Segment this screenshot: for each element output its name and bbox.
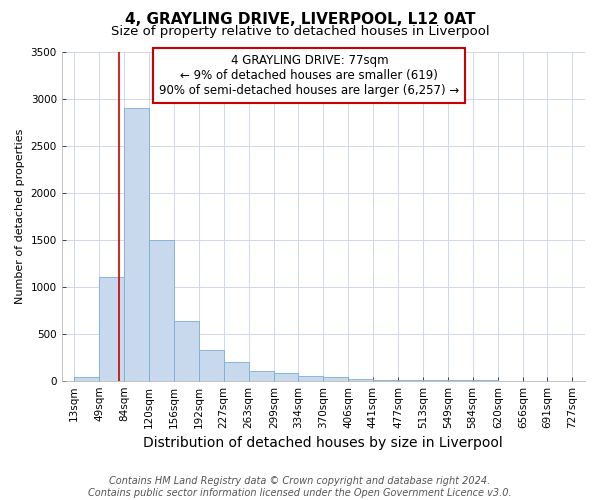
Bar [224, 362, 248, 380]
Bar [149, 240, 174, 380]
Y-axis label: Number of detached properties: Number of detached properties [15, 128, 25, 304]
X-axis label: Distribution of detached houses by size in Liverpool: Distribution of detached houses by size … [143, 436, 503, 450]
Bar [298, 376, 323, 380]
Bar [74, 377, 100, 380]
Bar [199, 350, 224, 380]
Bar [174, 322, 199, 380]
Text: 4 GRAYLING DRIVE: 77sqm
← 9% of detached houses are smaller (619)
90% of semi-de: 4 GRAYLING DRIVE: 77sqm ← 9% of detached… [159, 54, 460, 98]
Text: Contains HM Land Registry data © Crown copyright and database right 2024.
Contai: Contains HM Land Registry data © Crown c… [88, 476, 512, 498]
Bar [274, 373, 298, 380]
Bar [349, 379, 373, 380]
Bar [100, 277, 124, 380]
Bar [124, 108, 149, 380]
Bar [323, 378, 349, 380]
Text: 4, GRAYLING DRIVE, LIVERPOOL, L12 0AT: 4, GRAYLING DRIVE, LIVERPOOL, L12 0AT [125, 12, 475, 28]
Text: Size of property relative to detached houses in Liverpool: Size of property relative to detached ho… [110, 25, 490, 38]
Bar [248, 371, 274, 380]
